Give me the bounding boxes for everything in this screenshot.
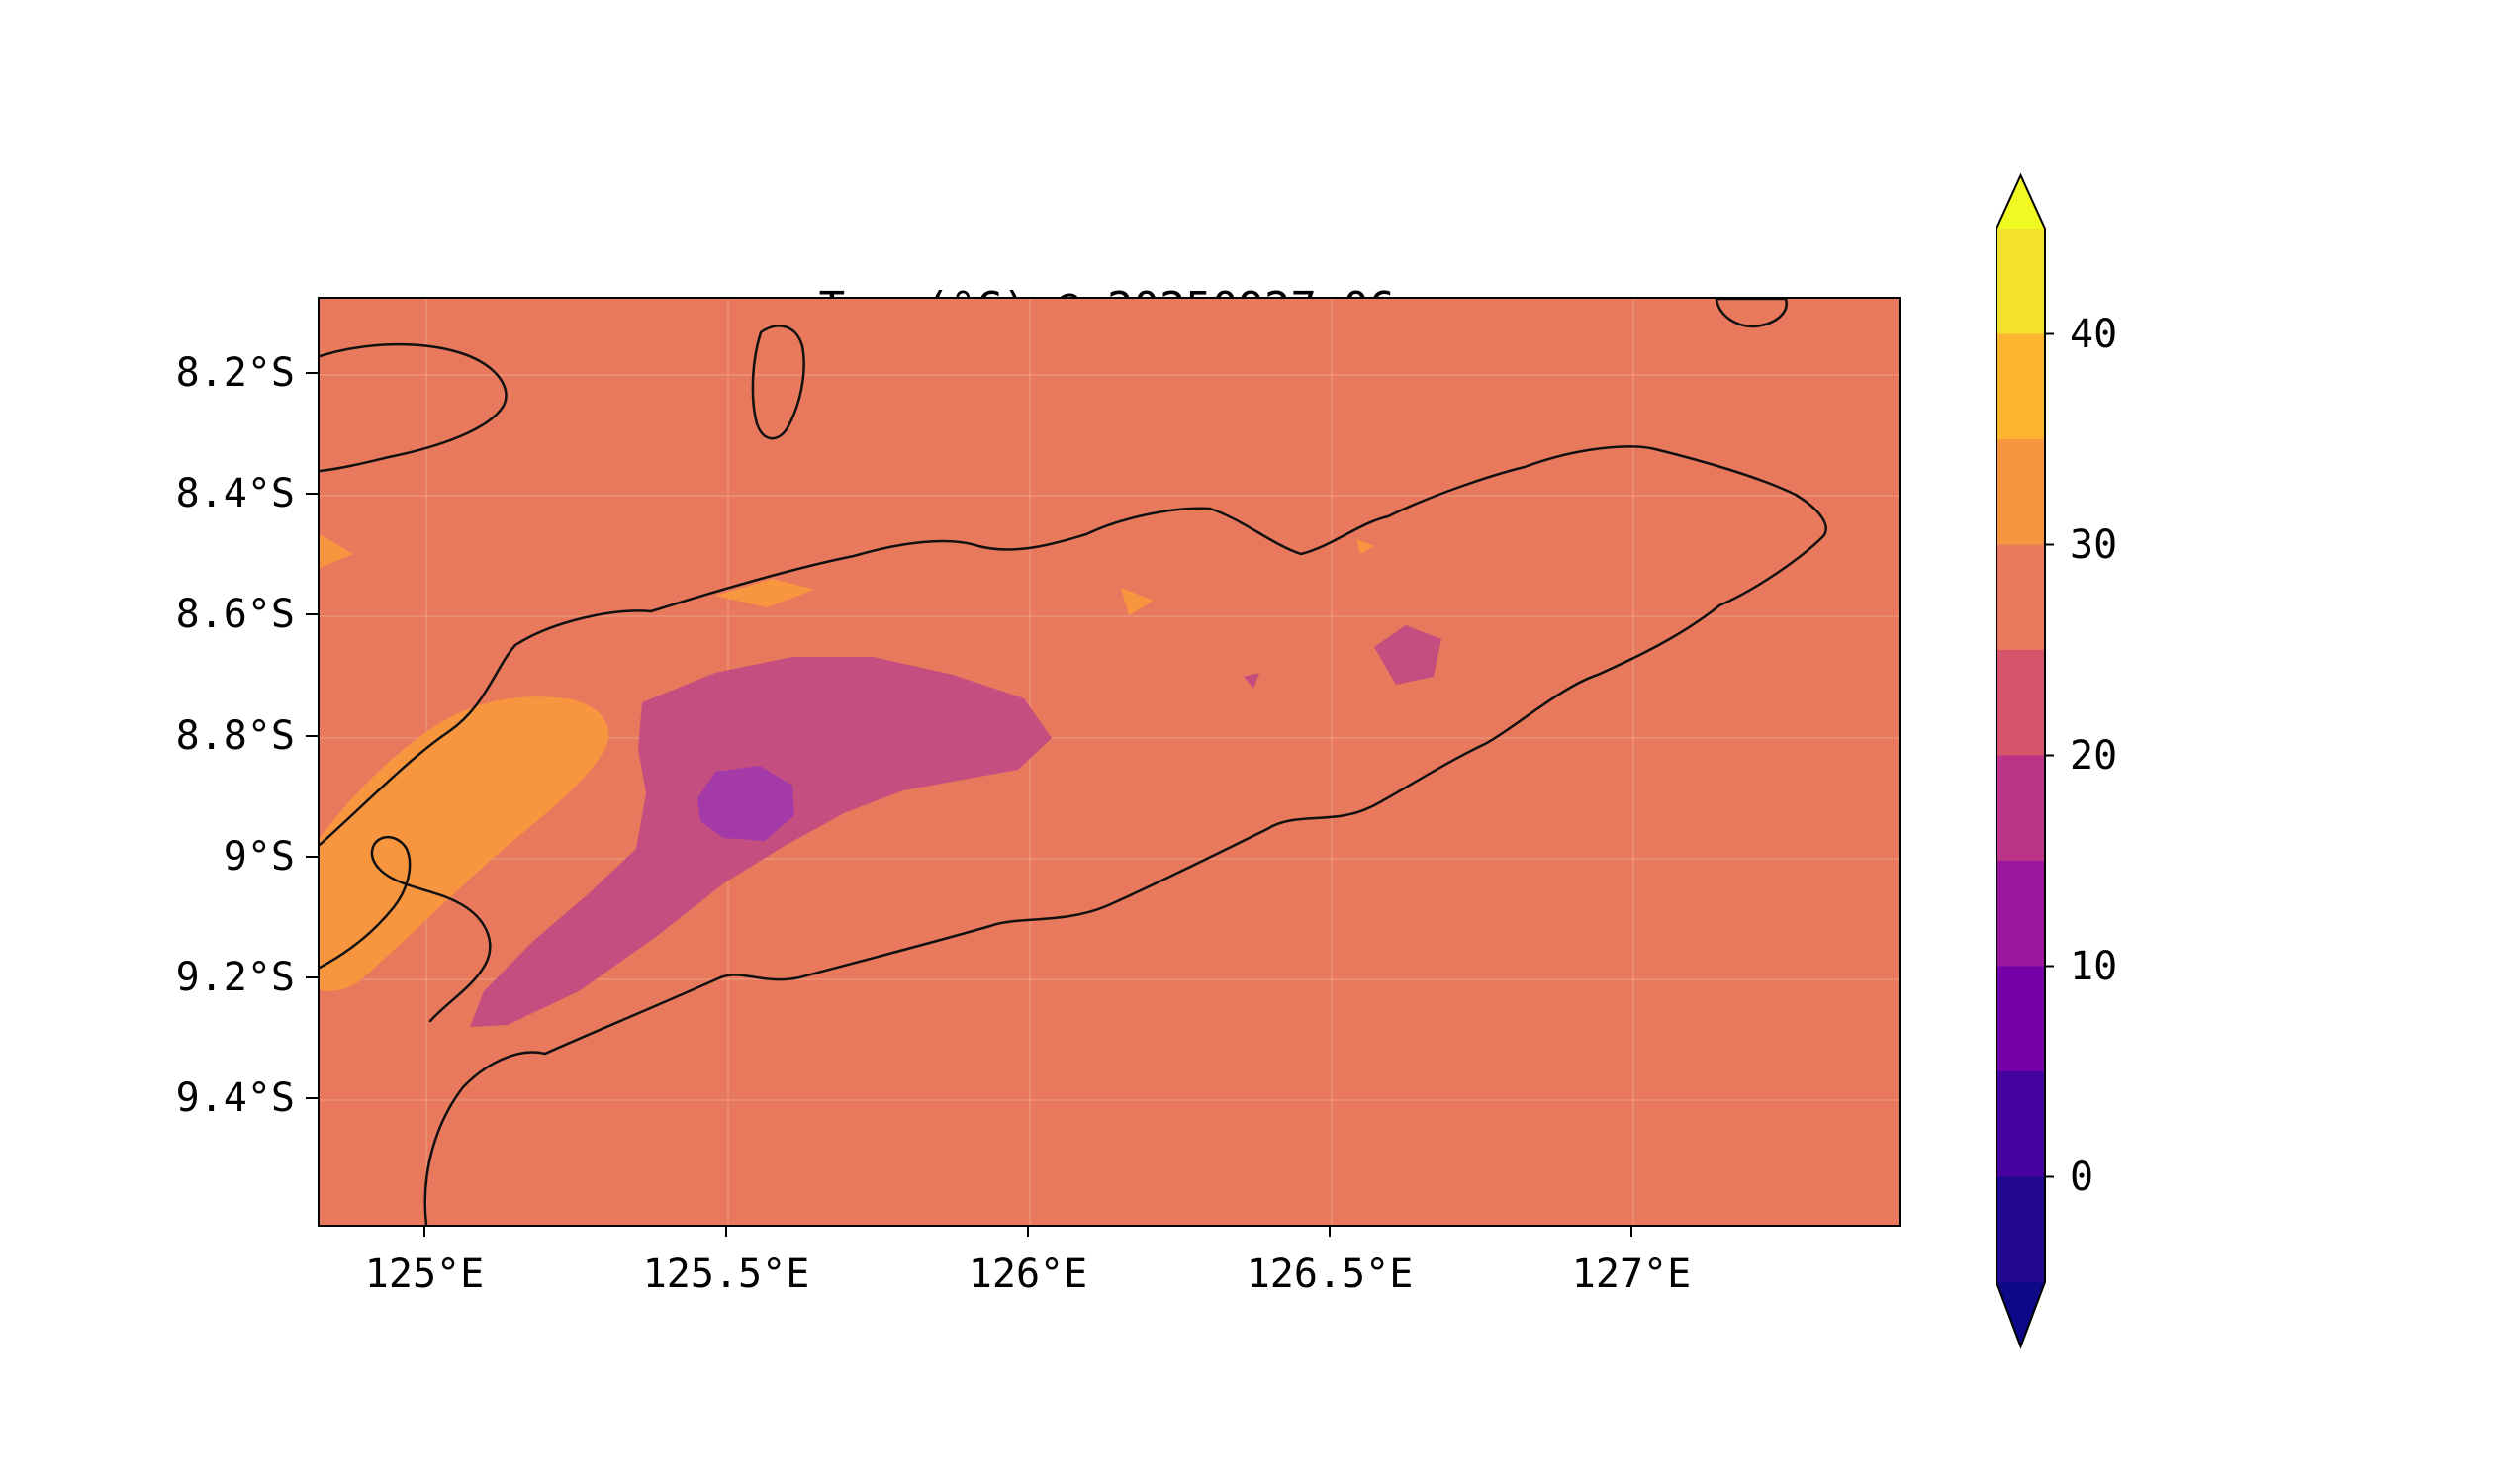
- colorbar-tick-marks: [2045, 332, 2054, 1178]
- colorbar-band: [1996, 650, 2045, 756]
- coastline-west-bay: [320, 836, 492, 1023]
- colorbar-band: [1996, 333, 2045, 439]
- cool-spot-east: [1374, 625, 1441, 685]
- colorbar-band: [1996, 229, 2045, 334]
- colorbar-tick-label: 30: [2070, 522, 2118, 568]
- colorbar-outline: [1996, 173, 2046, 1349]
- y-tick-mark: [306, 735, 318, 737]
- y-tick-label: 8.8°S: [175, 713, 295, 759]
- colorbar-tick-label: 40: [2070, 312, 2118, 357]
- warm-sliver-central-coast: [1121, 588, 1154, 615]
- colorbar-band: [1996, 966, 2045, 1071]
- contour-map-canvas: [320, 299, 1899, 1225]
- y-tick-mark: [306, 1097, 318, 1099]
- colorbar-band: [1996, 439, 2045, 545]
- y-tick-mark: [306, 613, 318, 615]
- map-plot-area: [318, 297, 1901, 1227]
- x-tick-label: 125°E: [364, 1252, 485, 1297]
- cool-dot-central: [1244, 673, 1259, 689]
- graticule-gridlines: [320, 299, 1899, 1225]
- warm-patch-west: [320, 696, 609, 991]
- colorbar-band: [1996, 861, 2045, 967]
- warm-sliver-east: [1356, 539, 1374, 554]
- colorbar-band: [1996, 1176, 2045, 1282]
- y-tick-label: 8.6°S: [175, 592, 295, 637]
- colorbar-band: [1996, 1071, 2045, 1177]
- x-tick-label: 126°E: [968, 1252, 1088, 1297]
- colorbar-tick-label: 20: [2070, 733, 2118, 779]
- temperature-colorbar: [1996, 173, 2054, 1349]
- x-tick-label: 126.5°E: [1246, 1252, 1414, 1297]
- coastline-island-northwest: [320, 342, 508, 473]
- y-tick-label: 9.2°S: [175, 955, 295, 1000]
- coastline-layer: [320, 299, 1827, 1225]
- y-tick-label: 8.2°S: [175, 350, 295, 396]
- coastline-atauro-island: [751, 325, 805, 440]
- colorbar-extend-over: [1996, 175, 2045, 229]
- y-tick-label: 9°S: [223, 834, 295, 880]
- coastline-island-northeast: [1715, 299, 1788, 328]
- warm-sliver-north-coast: [715, 579, 814, 607]
- warm-sliver-left-edge: [320, 534, 353, 568]
- coastline-timor-main: [320, 445, 1827, 1225]
- y-tick-mark: [306, 856, 318, 858]
- x-tick-mark: [1027, 1225, 1029, 1237]
- colorbar-extend-under: [1996, 1282, 2045, 1346]
- y-tick-mark: [306, 976, 318, 978]
- cool-band-central-highlands: [470, 657, 1052, 1027]
- x-tick-mark: [1329, 1225, 1331, 1237]
- x-tick-label: 125.5°E: [642, 1252, 810, 1297]
- y-tick-mark: [306, 493, 318, 495]
- x-tick-mark: [725, 1225, 727, 1237]
- colorbar-tick-label: 10: [2070, 944, 2118, 989]
- y-tick-label: 9.4°S: [175, 1075, 295, 1121]
- colorbar-band: [1996, 755, 2045, 861]
- colorbar-tick-label: 0: [2070, 1155, 2094, 1200]
- colorbar-band: [1996, 544, 2045, 650]
- x-tick-mark: [1630, 1225, 1632, 1237]
- x-tick-label: 127°E: [1571, 1252, 1692, 1297]
- cold-core-spot: [697, 766, 794, 841]
- y-tick-label: 8.4°S: [175, 471, 295, 516]
- x-tick-mark: [423, 1225, 425, 1237]
- y-tick-mark: [306, 372, 318, 374]
